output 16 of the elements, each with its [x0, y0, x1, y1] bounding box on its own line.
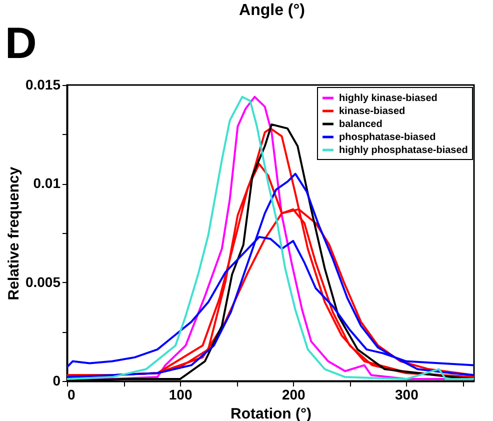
- text: D: [5, 19, 37, 68]
- legend-label: highly kinase-biased: [339, 93, 438, 104]
- x-tick-label: 0: [68, 386, 76, 402]
- legend-label: phosphatase-biased: [339, 132, 436, 143]
- legend-label: highly phosphatase-biased: [339, 145, 468, 156]
- text: Angle (°): [239, 2, 305, 19]
- legend-label: kinase-biased: [339, 106, 406, 117]
- legend-label: balanced: [339, 119, 382, 130]
- y-tick-label: 0: [52, 372, 61, 388]
- y-axis-title: Relative frequency: [5, 166, 22, 300]
- x-tick-label: 300: [394, 386, 419, 402]
- x-tick-label: 200: [282, 386, 306, 402]
- y-tick-label: 0.01: [33, 175, 61, 192]
- y-tick-label: 0.015: [25, 76, 61, 92]
- x-tick-label: 100: [168, 386, 192, 402]
- y-tick-label: 0.005: [25, 274, 61, 290]
